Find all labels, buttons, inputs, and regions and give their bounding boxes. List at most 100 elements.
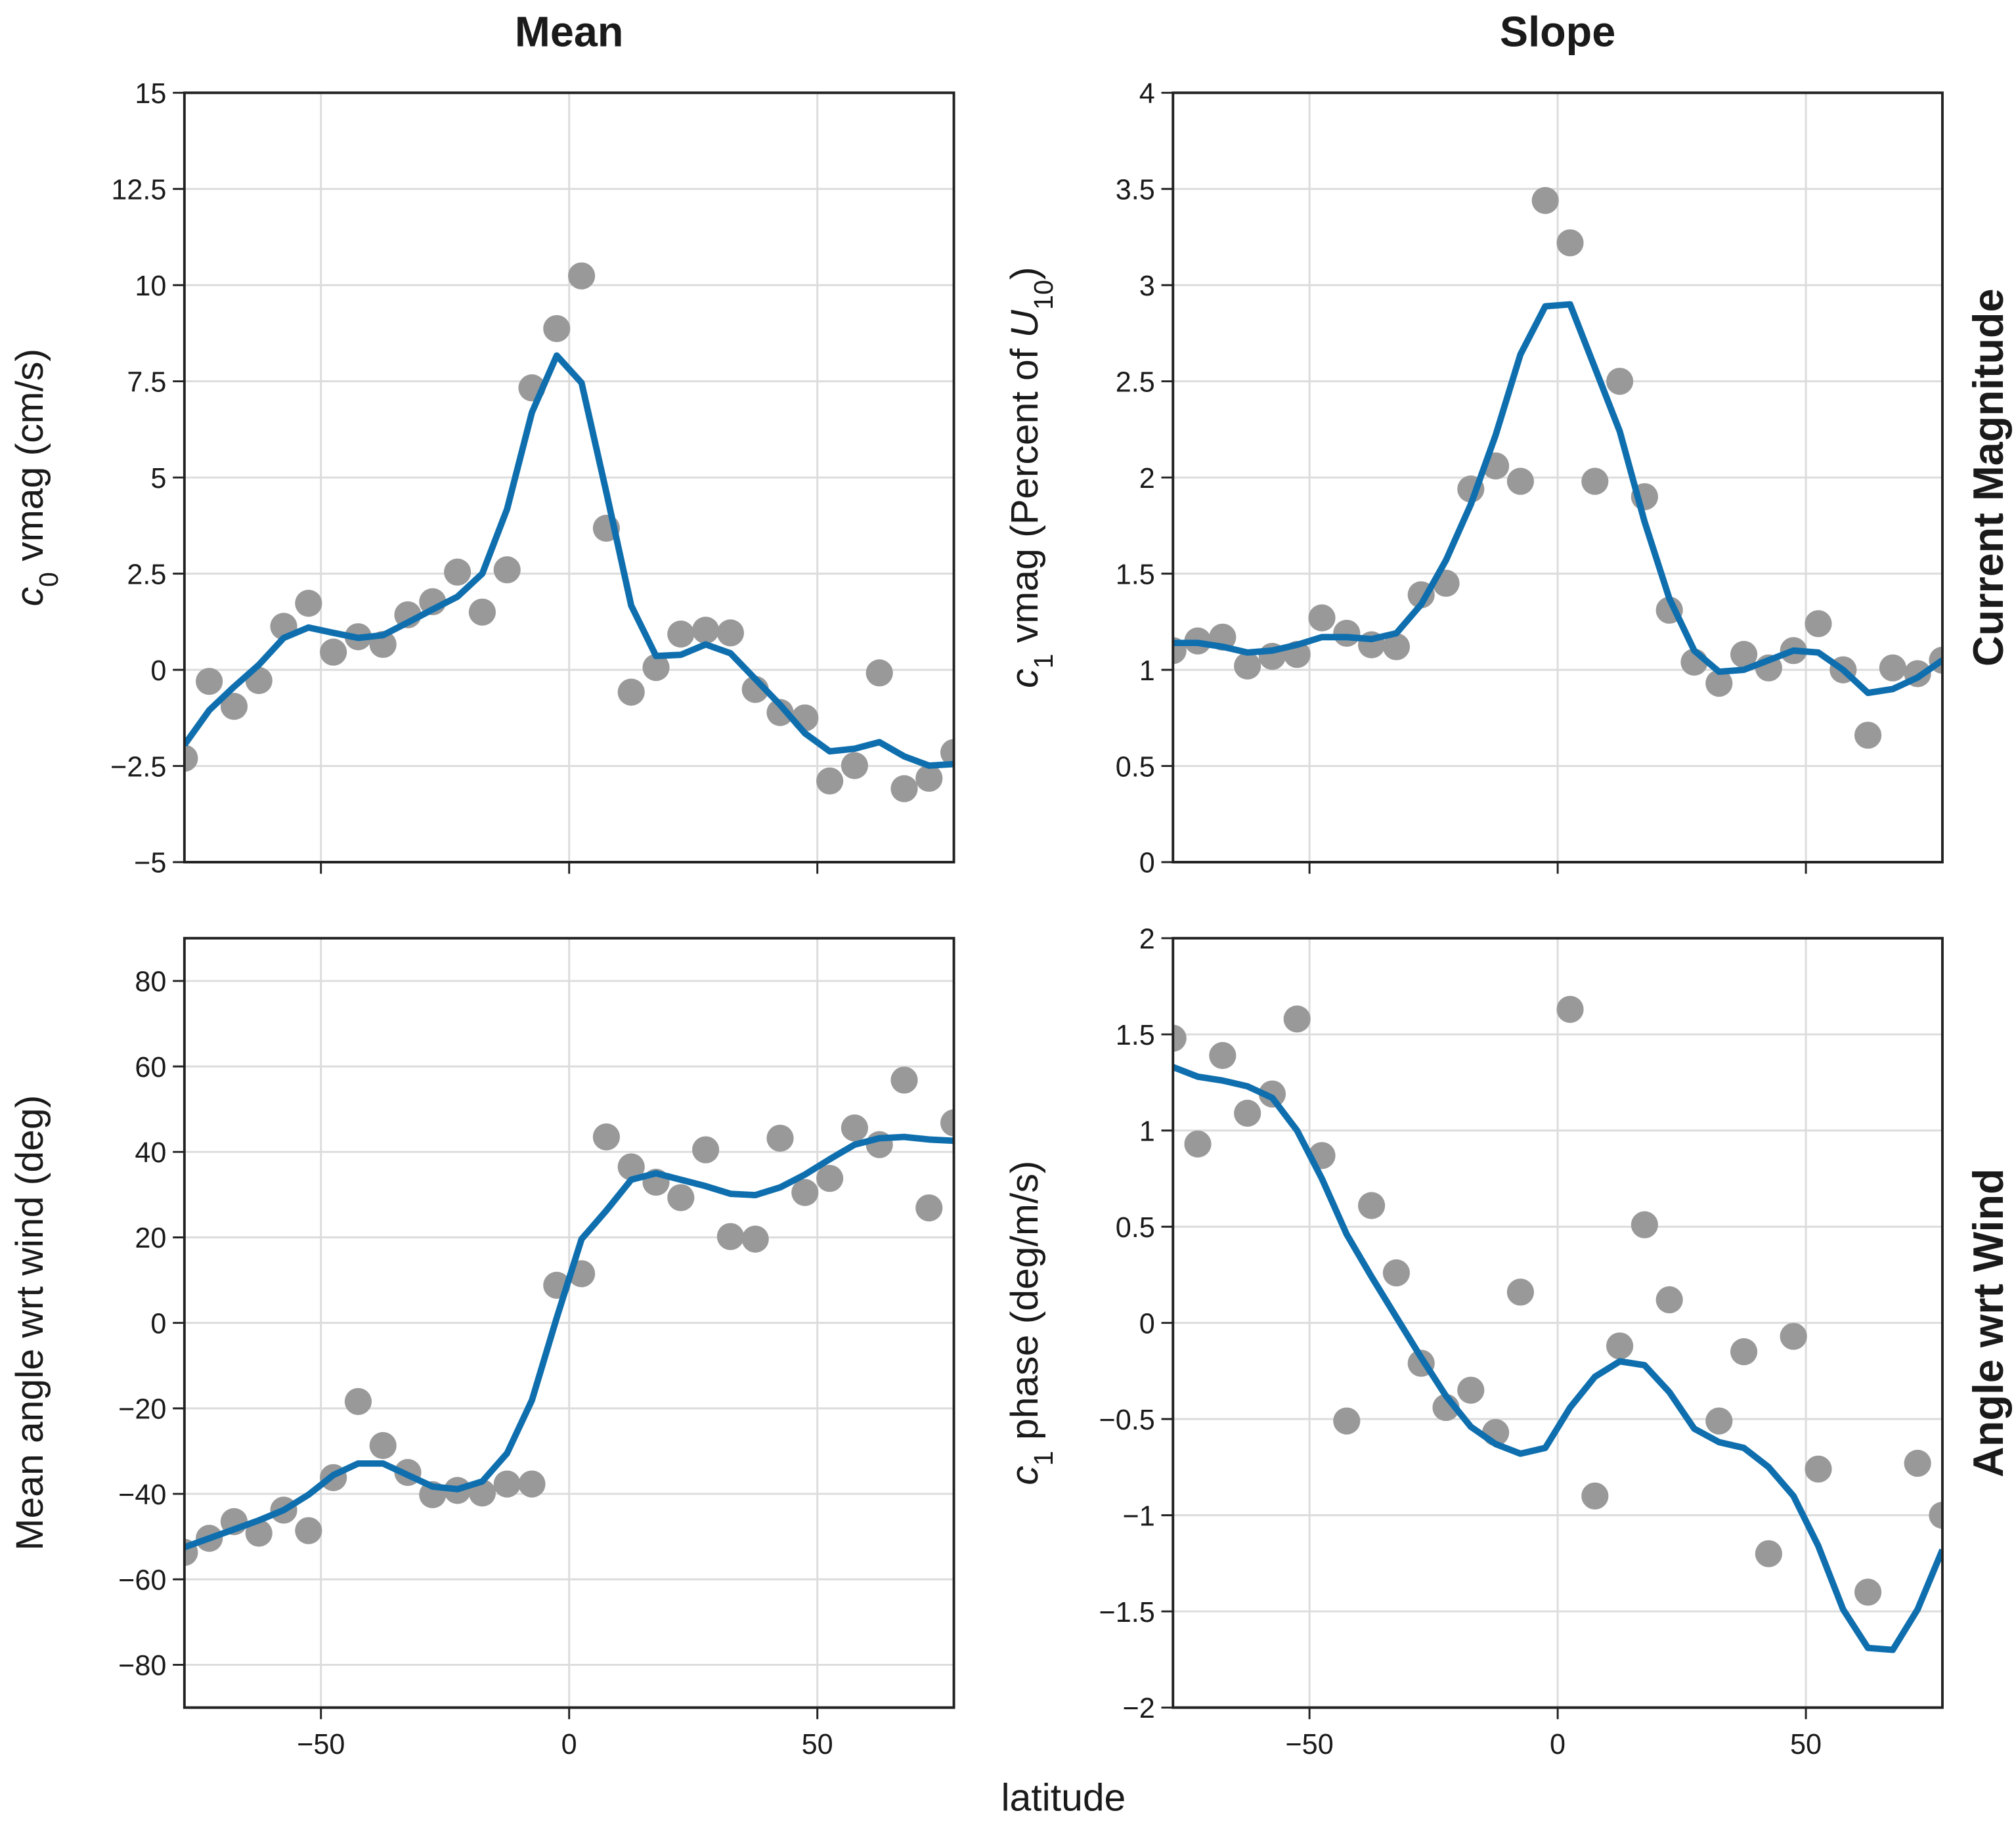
x-axis-label: latitude (1001, 1777, 1126, 1819)
subplot: −50 0 50 −80 −60 −40 −20 0 20 40 60 80 Mean angle wr… (9, 936, 955, 1760)
data-point (816, 767, 844, 795)
y-tick-label: 2 (1139, 924, 1155, 955)
data-point (791, 1179, 819, 1206)
y-tick-label: 0.5 (1116, 1212, 1155, 1244)
data-point (1308, 604, 1336, 632)
y-tick-label: 2.5 (1116, 366, 1155, 398)
x-tick-label: 0 (561, 1729, 577, 1760)
data-point (1357, 1192, 1386, 1219)
data-point (617, 1153, 645, 1181)
data-point (1854, 722, 1882, 749)
y-axis-label-part: ) (1003, 267, 1046, 280)
data-point (1705, 669, 1733, 697)
data-point (1581, 468, 1609, 495)
data-point (915, 1194, 943, 1222)
data-point (1606, 1332, 1634, 1360)
data-point (543, 315, 571, 343)
plot-area (1173, 186, 1942, 749)
data-point (1556, 229, 1584, 257)
data-point (493, 556, 521, 584)
data-point (667, 1184, 695, 1211)
data-point (1805, 610, 1832, 638)
y-axis-label-part: phase (deg/m/s) (1003, 1161, 1046, 1451)
y-tick-label: 1 (1139, 1116, 1155, 1147)
y-tick-label: −2 (1123, 1693, 1155, 1724)
data-point (1730, 641, 1758, 668)
y-tick-label: 40 (135, 1137, 166, 1169)
y-axis-label: c0 vmag (cm/s) (9, 349, 64, 607)
data-point (1805, 1455, 1832, 1483)
row-label: Angle wrt Wind (1964, 1168, 2012, 1477)
data-point (1506, 468, 1534, 495)
data-point (915, 764, 943, 792)
data-point (1184, 1130, 1212, 1158)
data-point (444, 558, 471, 586)
y-axis-label-part: 1 (1028, 1450, 1059, 1466)
data-point (1209, 1041, 1237, 1070)
data-point (1173, 1024, 1187, 1052)
row-label: Current Magnitude (1964, 288, 2012, 666)
data-point (1606, 368, 1634, 395)
y-axis-label: c1 phase (deg/m/s) (1003, 1161, 1059, 1485)
data-point (1258, 1080, 1286, 1108)
data-point (617, 678, 645, 706)
y-tick-label: 15 (135, 78, 166, 110)
data-point (691, 1136, 720, 1164)
data-point (245, 1519, 273, 1547)
y-tick-label: 60 (135, 1052, 166, 1083)
y-tick-label: 10 (135, 271, 166, 302)
y-tick-label: 1.5 (1116, 559, 1155, 590)
data-point (716, 1223, 744, 1250)
y-tick-label: 20 (135, 1223, 166, 1254)
data-point (1730, 1338, 1758, 1366)
data-point (196, 668, 223, 695)
column-title: Mean (515, 8, 624, 56)
data-point (1457, 1376, 1485, 1404)
data-point (766, 699, 794, 726)
y-tick-label: −5 (134, 848, 166, 879)
y-axis-label-part: c (1003, 1466, 1046, 1485)
data-point (184, 745, 198, 772)
data-point (1780, 1322, 1807, 1350)
data-point (1382, 633, 1411, 661)
data-point (1234, 1099, 1261, 1127)
data-point (890, 775, 918, 802)
y-tick-label: −2.5 (110, 751, 166, 783)
data-point (766, 1124, 794, 1152)
plot-area (184, 1066, 954, 1566)
y-tick-label: 0 (1139, 1308, 1155, 1340)
data-point (1283, 1005, 1311, 1033)
data-point (1655, 1286, 1683, 1314)
axes-frame (183, 936, 955, 1709)
data-point (1854, 1579, 1882, 1606)
data-point (1904, 1449, 1931, 1477)
y-tick-label: −0.5 (1099, 1405, 1155, 1436)
data-point (1556, 995, 1584, 1023)
data-point (841, 1114, 868, 1142)
data-point (940, 739, 954, 766)
y-tick-label: 2 (1139, 463, 1155, 494)
fit-line (1173, 1064, 1942, 1653)
y-tick-label: 7.5 (127, 366, 166, 398)
data-point (344, 1387, 372, 1416)
y-axis-label: Mean angle wrt wind (deg) (9, 1095, 51, 1551)
data-point (741, 1225, 769, 1253)
data-point (716, 619, 744, 647)
data-point (1631, 1211, 1658, 1238)
axes-frame (1172, 936, 1944, 1709)
y-tick-label: 4 (1139, 78, 1155, 110)
data-point (1234, 652, 1261, 680)
y-tick-label: 5 (150, 463, 166, 494)
data-point (940, 1109, 954, 1137)
axes-frame (183, 91, 955, 863)
y-tick-label: 3 (1139, 271, 1155, 302)
fit-line (184, 352, 954, 769)
data-point (1755, 1540, 1782, 1567)
data-point (1705, 1407, 1733, 1435)
column-title: Slope (1500, 8, 1615, 56)
data-point (1531, 186, 1559, 214)
data-point (642, 653, 670, 682)
